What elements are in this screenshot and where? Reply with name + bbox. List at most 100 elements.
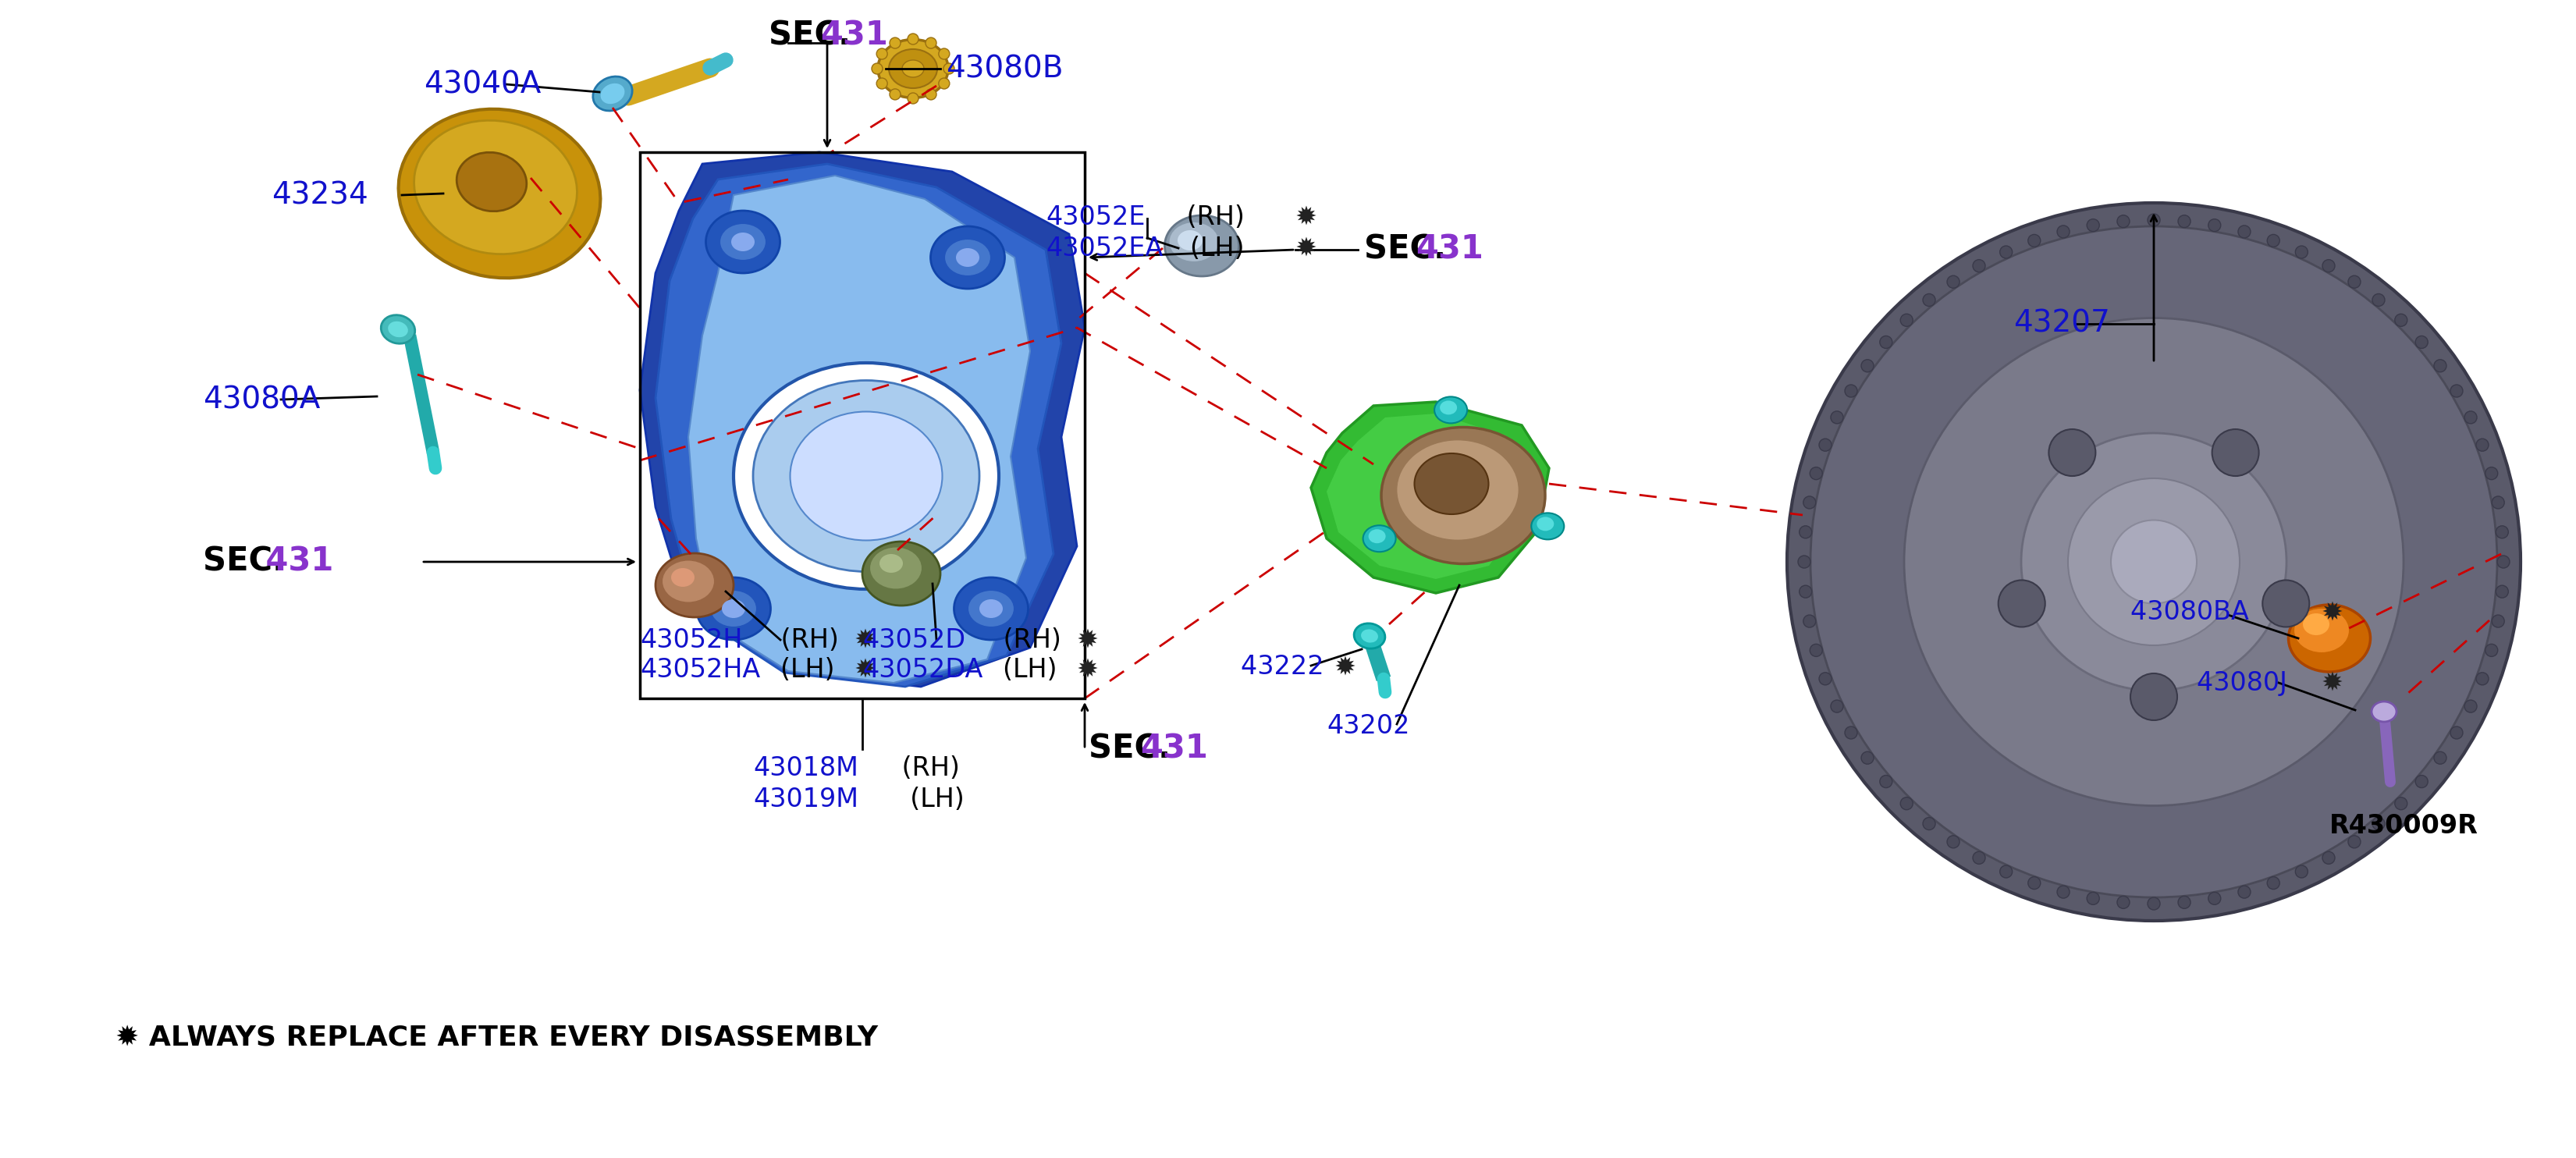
Circle shape bbox=[2087, 219, 2099, 232]
Text: R430009R: R430009R bbox=[2329, 813, 2478, 838]
Circle shape bbox=[2058, 226, 2069, 237]
Ellipse shape bbox=[2069, 478, 2239, 645]
Text: 43019M: 43019M bbox=[752, 787, 858, 813]
Circle shape bbox=[871, 64, 884, 74]
Text: 43052H: 43052H bbox=[639, 626, 742, 653]
Circle shape bbox=[2048, 430, 2097, 476]
Ellipse shape bbox=[389, 321, 407, 337]
Text: 43202: 43202 bbox=[1327, 713, 1409, 739]
Circle shape bbox=[2208, 219, 2221, 232]
Circle shape bbox=[2396, 314, 2406, 327]
Text: 43040A: 43040A bbox=[422, 69, 541, 100]
Circle shape bbox=[1803, 497, 1816, 508]
Ellipse shape bbox=[1363, 526, 1396, 552]
Ellipse shape bbox=[721, 600, 744, 618]
Text: (LH): (LH) bbox=[1190, 235, 1252, 261]
Circle shape bbox=[1844, 384, 1857, 397]
Circle shape bbox=[2496, 586, 2509, 598]
Circle shape bbox=[2324, 851, 2334, 864]
Ellipse shape bbox=[1360, 629, 1378, 643]
Ellipse shape bbox=[1530, 513, 1564, 540]
Ellipse shape bbox=[969, 589, 1015, 628]
Circle shape bbox=[2179, 215, 2190, 228]
Circle shape bbox=[2372, 818, 2385, 830]
Circle shape bbox=[1973, 259, 1986, 272]
Ellipse shape bbox=[902, 60, 925, 78]
Ellipse shape bbox=[2372, 702, 2396, 721]
Circle shape bbox=[1819, 673, 1832, 686]
Circle shape bbox=[1999, 865, 2012, 878]
Circle shape bbox=[2117, 896, 2130, 909]
Circle shape bbox=[1798, 556, 1811, 569]
Text: (RH): (RH) bbox=[1177, 204, 1252, 229]
Circle shape bbox=[2476, 439, 2488, 452]
Text: (RH): (RH) bbox=[773, 626, 840, 653]
Circle shape bbox=[2491, 615, 2504, 628]
Circle shape bbox=[876, 49, 886, 59]
Circle shape bbox=[2027, 877, 2040, 889]
Circle shape bbox=[1922, 818, 1935, 830]
Text: ✹: ✹ bbox=[1077, 657, 1100, 682]
Ellipse shape bbox=[415, 120, 577, 254]
Ellipse shape bbox=[878, 554, 902, 573]
Circle shape bbox=[1901, 314, 1914, 327]
Ellipse shape bbox=[734, 362, 999, 589]
Polygon shape bbox=[1327, 413, 1530, 579]
Circle shape bbox=[2416, 776, 2427, 787]
Ellipse shape bbox=[2303, 614, 2329, 636]
Circle shape bbox=[2058, 886, 2069, 899]
Ellipse shape bbox=[1435, 397, 1468, 423]
Text: ✹: ✹ bbox=[855, 657, 876, 682]
Ellipse shape bbox=[672, 569, 696, 587]
Text: 431: 431 bbox=[1141, 733, 1208, 765]
Circle shape bbox=[2450, 726, 2463, 739]
Text: 431: 431 bbox=[1417, 233, 1484, 266]
Ellipse shape bbox=[956, 248, 979, 266]
Circle shape bbox=[1901, 797, 1914, 809]
Circle shape bbox=[2434, 359, 2447, 372]
Circle shape bbox=[1947, 276, 1960, 288]
Ellipse shape bbox=[868, 547, 922, 589]
Text: ✹: ✹ bbox=[1296, 204, 1316, 229]
Circle shape bbox=[2496, 556, 2509, 569]
Circle shape bbox=[2262, 580, 2308, 626]
Circle shape bbox=[925, 89, 938, 100]
Circle shape bbox=[1880, 776, 1893, 787]
Ellipse shape bbox=[399, 109, 600, 278]
Text: ✹ ALWAYS REPLACE AFTER EVERY DISASSEMBLY: ✹ ALWAYS REPLACE AFTER EVERY DISASSEMBLY bbox=[116, 1025, 878, 1051]
Circle shape bbox=[925, 37, 938, 49]
Circle shape bbox=[1973, 851, 1986, 864]
Ellipse shape bbox=[1368, 529, 1386, 543]
Ellipse shape bbox=[719, 223, 765, 261]
Ellipse shape bbox=[1164, 215, 1239, 277]
Text: SEC.: SEC. bbox=[1090, 733, 1170, 765]
Text: 43052D: 43052D bbox=[863, 626, 966, 653]
Polygon shape bbox=[654, 164, 1061, 687]
Text: (RH): (RH) bbox=[994, 626, 1061, 653]
Circle shape bbox=[2267, 877, 2280, 889]
Circle shape bbox=[1798, 586, 1811, 598]
Circle shape bbox=[2476, 673, 2488, 686]
Ellipse shape bbox=[1396, 439, 1520, 541]
Ellipse shape bbox=[381, 315, 415, 344]
Text: (LH): (LH) bbox=[1002, 657, 1066, 682]
Ellipse shape bbox=[1355, 623, 1386, 648]
Text: 43080J: 43080J bbox=[2197, 670, 2295, 696]
Ellipse shape bbox=[1538, 516, 1553, 530]
Circle shape bbox=[1803, 615, 1816, 628]
Circle shape bbox=[2295, 865, 2308, 878]
Text: (LH): (LH) bbox=[894, 787, 963, 813]
Circle shape bbox=[2295, 245, 2308, 258]
Text: 43207: 43207 bbox=[2014, 309, 2110, 338]
Circle shape bbox=[1999, 245, 2012, 258]
Circle shape bbox=[2396, 797, 2406, 809]
Circle shape bbox=[1811, 467, 1821, 479]
Text: 431: 431 bbox=[819, 19, 889, 51]
Ellipse shape bbox=[889, 49, 938, 88]
Ellipse shape bbox=[752, 381, 979, 572]
Polygon shape bbox=[639, 152, 1084, 687]
Circle shape bbox=[2130, 674, 2177, 720]
Circle shape bbox=[2208, 892, 2221, 904]
Text: (LH): (LH) bbox=[781, 657, 842, 682]
Circle shape bbox=[1844, 726, 1857, 739]
